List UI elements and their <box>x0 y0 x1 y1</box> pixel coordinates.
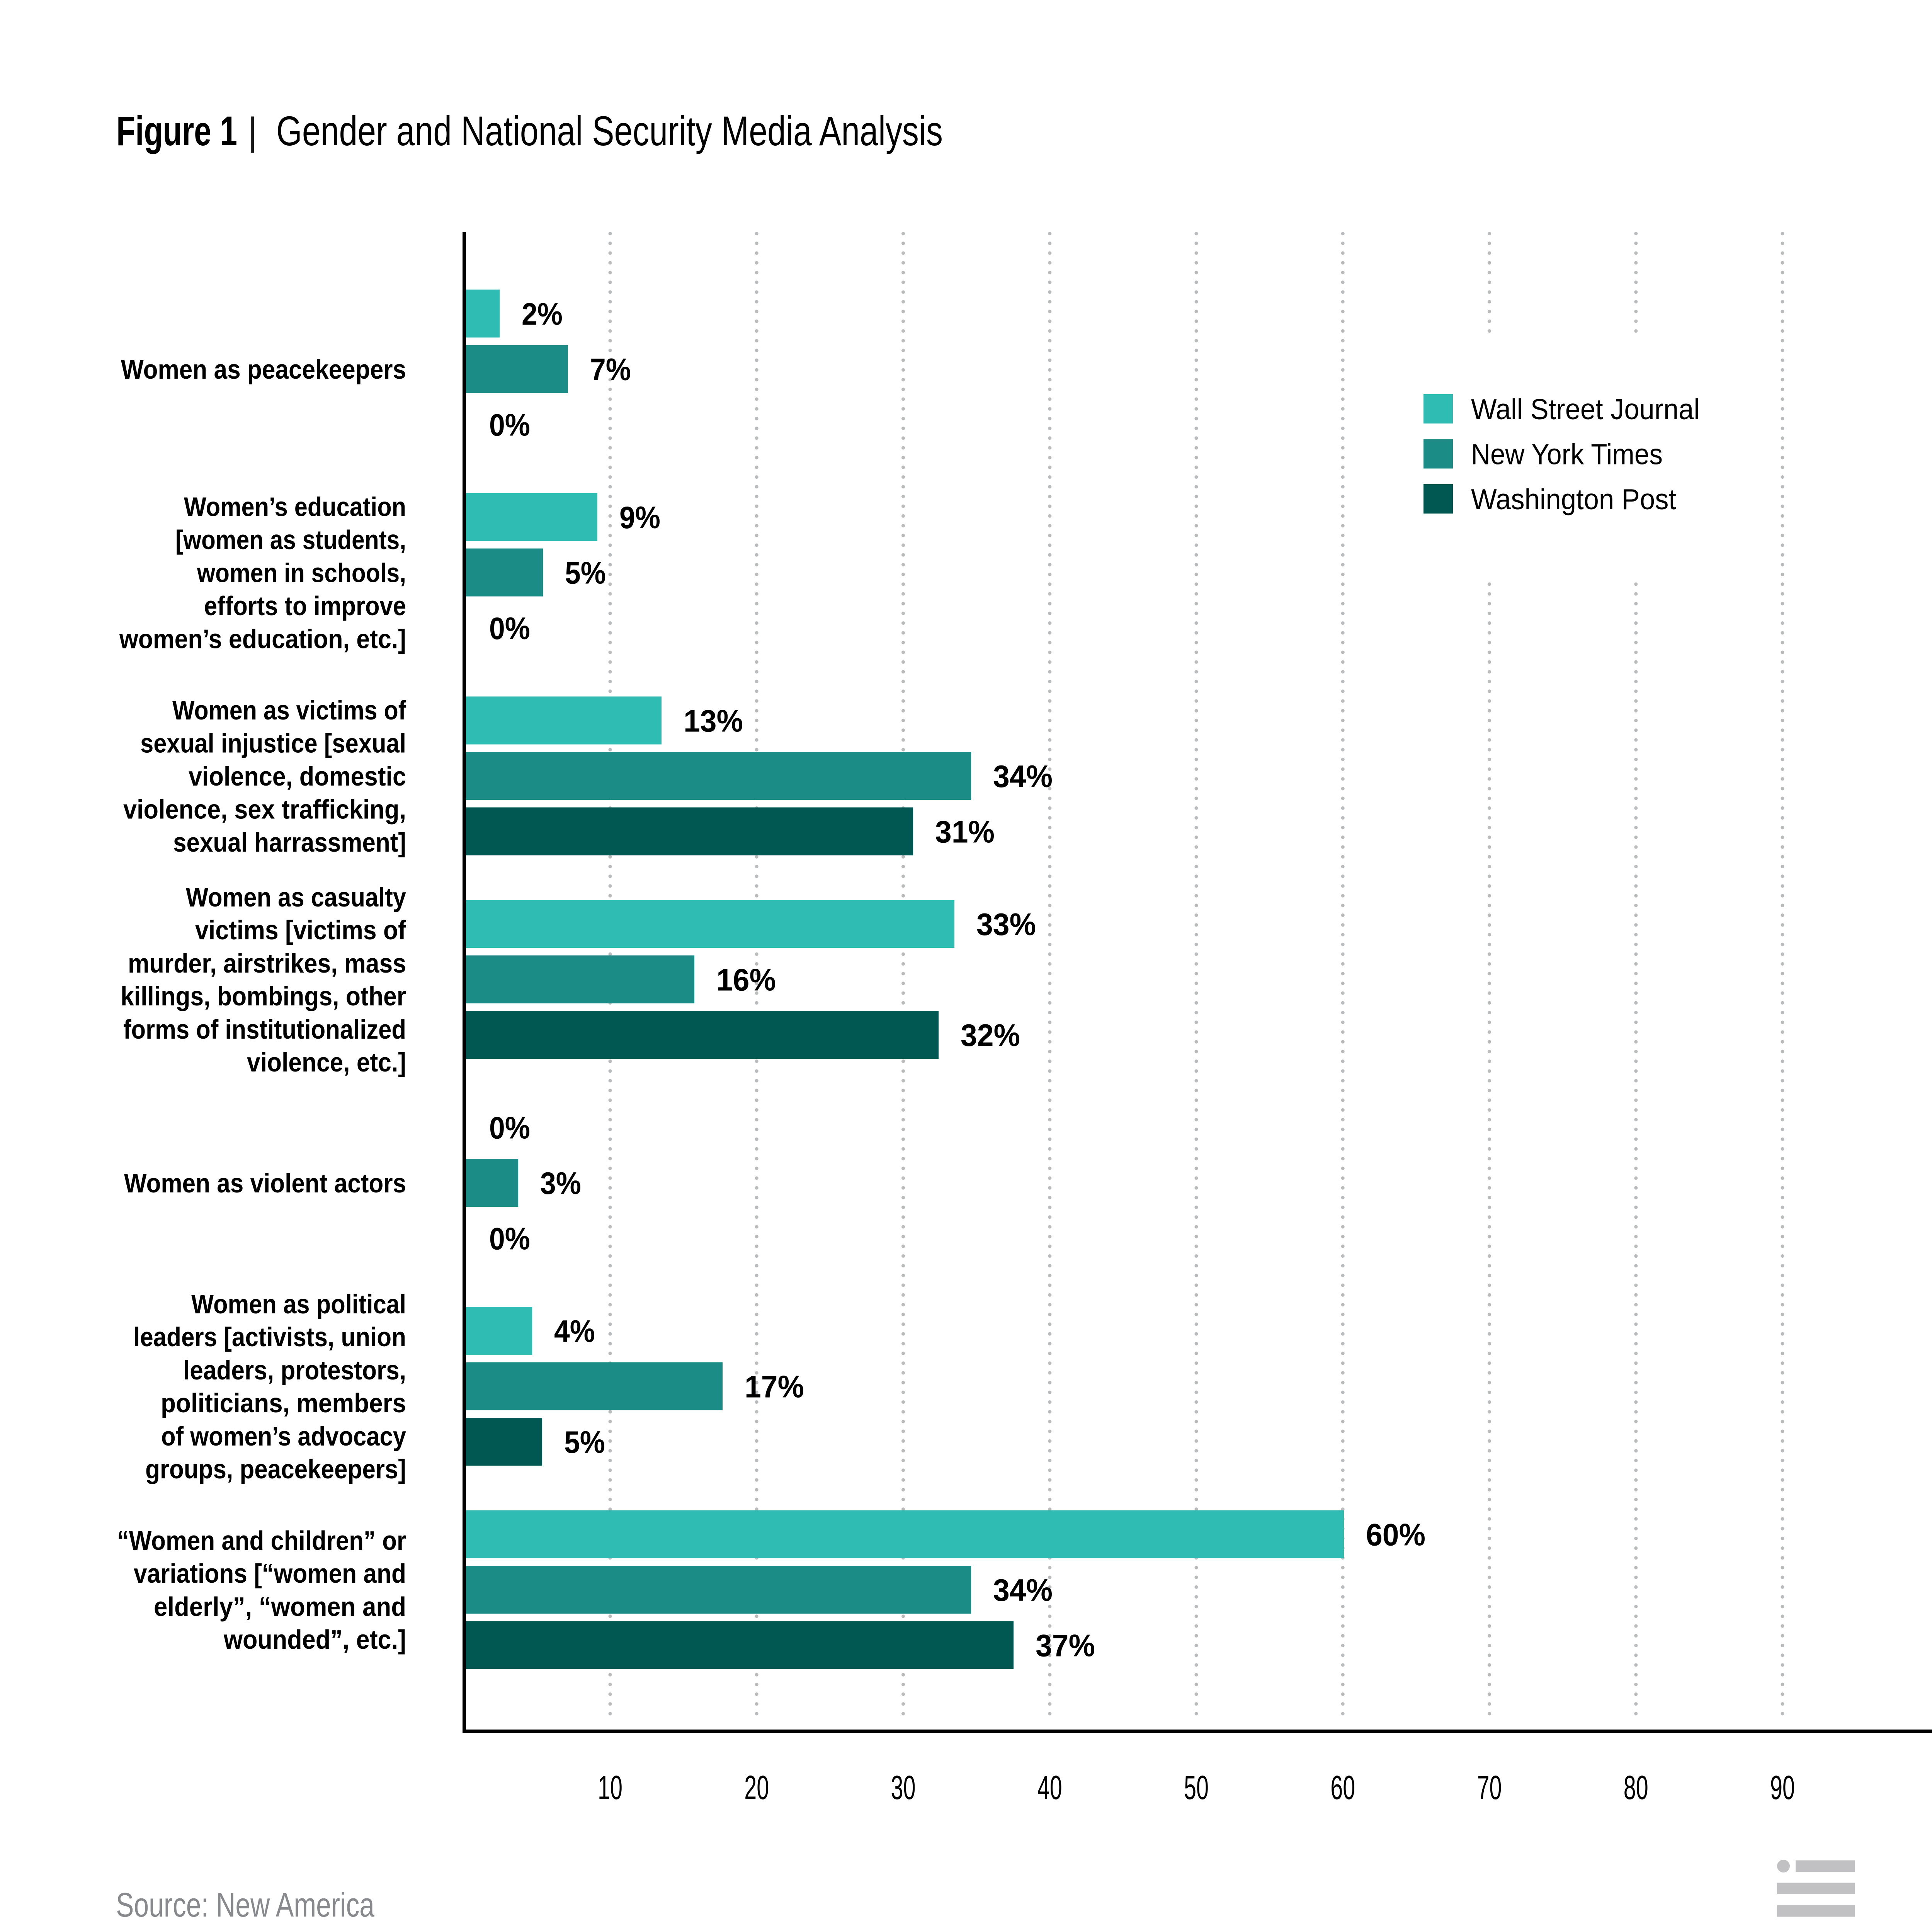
svg-text:10: 10 <box>598 1769 622 1806</box>
svg-text:variations [“women and: variations [“women and <box>134 1558 406 1588</box>
svg-text:0%: 0% <box>489 1222 530 1257</box>
svg-text:“Women and children” or: “Women and children” or <box>117 1526 406 1556</box>
svg-text:5%: 5% <box>565 556 606 591</box>
svg-text:50: 50 <box>1184 1769 1209 1806</box>
svg-text:60: 60 <box>1330 1769 1355 1806</box>
svg-text:victims [victims of: victims [victims of <box>195 915 406 945</box>
svg-text:32%: 32% <box>961 1018 1020 1053</box>
svg-text:37%: 37% <box>1036 1629 1095 1663</box>
svg-text:60%: 60% <box>1366 1518 1425 1553</box>
svg-text:sexual injustice [sexual: sexual injustice [sexual <box>140 728 406 759</box>
svg-text:5%: 5% <box>564 1425 605 1460</box>
svg-text:[women as students,: [women as students, <box>175 525 406 555</box>
svg-text:90: 90 <box>1770 1769 1795 1806</box>
svg-text:Women as political: Women as political <box>191 1289 406 1319</box>
svg-text:31%: 31% <box>935 815 995 850</box>
svg-text:16%: 16% <box>716 963 776 998</box>
svg-text:30: 30 <box>891 1769 916 1806</box>
svg-text:women’s education, etc.]: women’s education, etc.] <box>119 624 406 654</box>
svg-text:20: 20 <box>744 1769 769 1806</box>
svg-text:killings, bombings, other: killings, bombings, other <box>121 981 406 1011</box>
svg-text:Washington Post: Washington Post <box>1471 483 1676 515</box>
svg-text:33%: 33% <box>976 907 1036 942</box>
svg-text:Women as peacekeepers: Women as peacekeepers <box>121 354 406 384</box>
svg-text:Women’s education: Women’s education <box>184 492 406 522</box>
svg-text:40: 40 <box>1037 1769 1062 1806</box>
svg-text:violence, sex trafficking,: violence, sex trafficking, <box>123 794 406 825</box>
svg-text:efforts to improve: efforts to improve <box>204 591 406 621</box>
svg-text:0%: 0% <box>489 1111 530 1146</box>
svg-text:violence, domestic: violence, domestic <box>189 761 406 791</box>
svg-text:Gender and National Security M: Gender and National Security Media Analy… <box>276 107 943 154</box>
svg-text:4%: 4% <box>554 1314 595 1349</box>
svg-text:Source: New America: Source: New America <box>116 1886 374 1924</box>
svg-text:0%: 0% <box>489 611 530 646</box>
svg-text:forms of institutionalized: forms of institutionalized <box>123 1014 406 1044</box>
svg-text:17%: 17% <box>745 1370 804 1405</box>
svg-text:Women as victims of: Women as victims of <box>172 695 406 725</box>
svg-text:0%: 0% <box>489 408 530 443</box>
svg-text:|: | <box>247 110 257 153</box>
svg-text:of women’s advocacy: of women’s advocacy <box>161 1421 406 1451</box>
svg-text:7%: 7% <box>590 352 631 387</box>
svg-text:Women as violent actors: Women as violent actors <box>124 1168 406 1198</box>
svg-text:groups, peacekeepers]: groups, peacekeepers] <box>145 1454 406 1484</box>
svg-text:2%: 2% <box>522 297 563 332</box>
svg-text:New York Times: New York Times <box>1471 438 1663 471</box>
svg-text:elderly”, “women and: elderly”, “women and <box>154 1592 406 1622</box>
svg-text:violence, etc.]: violence, etc.] <box>247 1047 406 1077</box>
svg-text:politicians, members: politicians, members <box>161 1388 406 1418</box>
svg-text:34%: 34% <box>993 1573 1053 1608</box>
svg-text:70: 70 <box>1477 1769 1502 1806</box>
svg-text:Wall Street Journal: Wall Street Journal <box>1471 393 1700 425</box>
svg-text:34%: 34% <box>993 759 1053 794</box>
svg-text:leaders [activists, union: leaders [activists, union <box>133 1322 406 1352</box>
svg-text:wounded”, etc.]: wounded”, etc.] <box>223 1624 406 1655</box>
svg-text:murder, airstrikes, mass: murder, airstrikes, mass <box>128 948 406 978</box>
svg-text:sexual harrassment]: sexual harrassment] <box>173 827 406 857</box>
svg-text:Figure 1: Figure 1 <box>116 107 237 154</box>
svg-text:leaders, protestors,: leaders, protestors, <box>183 1355 406 1385</box>
svg-text:9%: 9% <box>619 500 660 535</box>
svg-text:women in schools,: women in schools, <box>197 558 406 588</box>
svg-text:3%: 3% <box>540 1166 581 1201</box>
svg-text:13%: 13% <box>684 704 743 739</box>
svg-text:80: 80 <box>1624 1769 1648 1806</box>
svg-text:Women as casualty: Women as casualty <box>186 882 406 912</box>
